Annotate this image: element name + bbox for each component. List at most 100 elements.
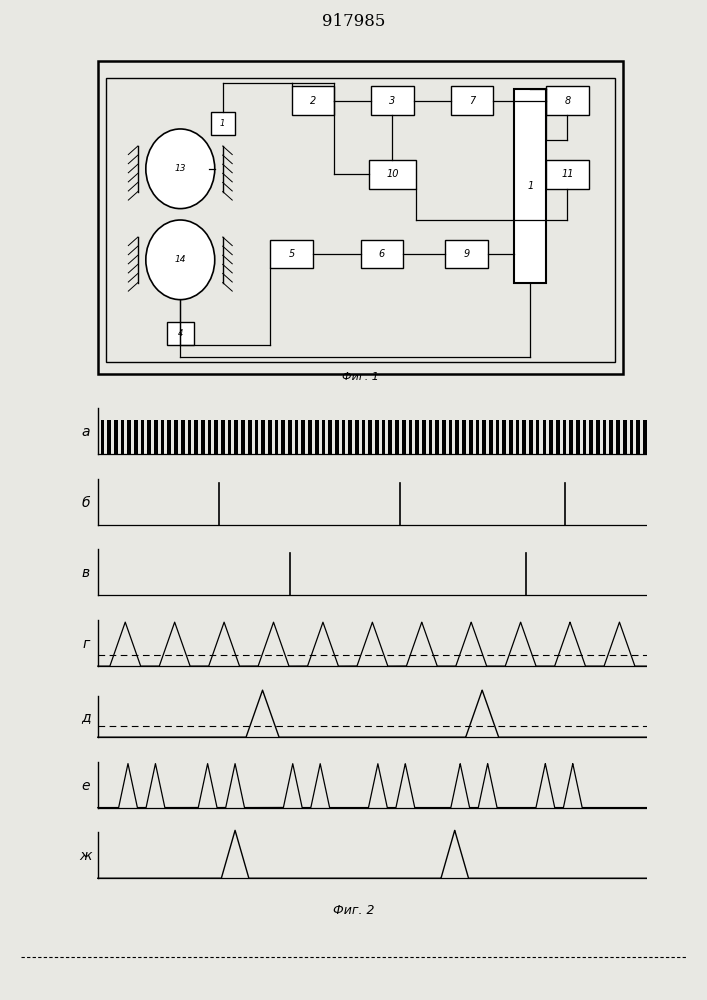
Bar <box>270 240 313 268</box>
Bar <box>214 420 218 454</box>
Bar <box>335 420 339 454</box>
Bar <box>121 420 124 454</box>
Text: 2: 2 <box>310 96 316 106</box>
Bar <box>629 420 633 454</box>
Bar <box>371 86 414 115</box>
Bar <box>569 420 573 454</box>
Text: 8: 8 <box>564 96 571 106</box>
Bar <box>181 420 185 454</box>
Bar <box>194 420 198 454</box>
Text: 6: 6 <box>379 249 385 259</box>
Bar <box>436 420 439 454</box>
Bar <box>328 420 332 454</box>
Bar <box>315 420 318 454</box>
Bar <box>529 420 533 454</box>
Bar <box>395 420 399 454</box>
Bar <box>603 420 607 454</box>
Bar <box>542 420 547 454</box>
Bar <box>476 420 479 454</box>
Text: 1: 1 <box>527 181 533 191</box>
Bar <box>442 420 445 454</box>
Bar <box>445 240 488 268</box>
Bar <box>451 86 493 115</box>
Text: 3: 3 <box>390 96 395 106</box>
Bar <box>549 420 553 454</box>
Bar <box>301 420 305 454</box>
Bar <box>255 420 258 454</box>
Text: 7: 7 <box>469 96 475 106</box>
Bar <box>322 420 325 454</box>
Text: е: е <box>81 779 90 793</box>
Bar <box>308 420 312 454</box>
Bar <box>455 420 459 454</box>
Bar <box>583 420 586 454</box>
Bar <box>160 420 165 454</box>
Bar <box>241 420 245 454</box>
Bar <box>596 420 600 454</box>
Bar <box>341 420 345 454</box>
Bar <box>496 420 499 454</box>
Text: ж: ж <box>79 849 92 863</box>
Bar <box>515 89 547 283</box>
Bar <box>288 420 292 454</box>
Bar <box>291 86 334 115</box>
Bar <box>274 420 279 454</box>
Bar <box>201 420 204 454</box>
Bar <box>415 420 419 454</box>
Bar <box>235 420 238 454</box>
Bar <box>221 420 225 454</box>
Bar <box>134 420 138 454</box>
Text: б: б <box>81 496 90 510</box>
Bar <box>100 420 104 454</box>
Bar <box>503 420 506 454</box>
Bar <box>281 420 285 454</box>
Bar <box>482 420 486 454</box>
Bar <box>248 420 252 454</box>
Text: Фиг. 1: Фиг. 1 <box>342 372 379 382</box>
Bar <box>449 420 452 454</box>
Text: 5: 5 <box>288 249 295 259</box>
Bar <box>422 420 426 454</box>
Text: 917985: 917985 <box>322 12 385 29</box>
Bar <box>509 420 513 454</box>
Bar <box>141 420 144 454</box>
Bar <box>154 420 158 454</box>
Bar <box>211 112 235 135</box>
Bar <box>382 420 385 454</box>
Text: 10: 10 <box>386 169 399 179</box>
Bar <box>563 420 566 454</box>
Text: а: а <box>81 425 90 439</box>
Bar <box>547 160 588 189</box>
Bar <box>375 420 379 454</box>
Bar <box>268 420 271 454</box>
Bar <box>536 420 539 454</box>
Bar <box>636 420 640 454</box>
Ellipse shape <box>146 220 215 300</box>
Text: г: г <box>82 637 89 651</box>
Text: 1: 1 <box>220 119 226 128</box>
Bar <box>349 420 352 454</box>
Bar <box>368 420 372 454</box>
Bar <box>167 322 194 345</box>
Bar <box>643 420 647 454</box>
Bar <box>515 420 520 454</box>
Text: 11: 11 <box>561 169 573 179</box>
Bar <box>168 420 171 454</box>
Bar <box>106 78 615 362</box>
Bar <box>428 420 433 454</box>
Bar <box>208 420 211 454</box>
Bar <box>295 420 298 454</box>
Bar <box>623 420 626 454</box>
Text: д: д <box>81 710 90 724</box>
Bar <box>402 420 406 454</box>
Bar <box>469 420 472 454</box>
Bar <box>174 420 178 454</box>
Text: 14: 14 <box>175 255 186 264</box>
Bar <box>547 86 588 115</box>
Bar <box>361 240 403 268</box>
Bar <box>462 420 466 454</box>
Bar <box>590 420 593 454</box>
Text: 4: 4 <box>177 329 183 338</box>
Bar <box>114 420 117 454</box>
Bar <box>187 420 192 454</box>
